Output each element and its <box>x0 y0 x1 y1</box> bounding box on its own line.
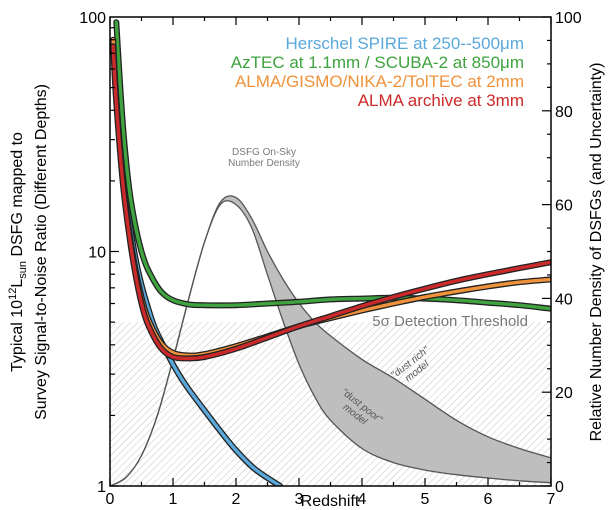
x-tick-label: 0 <box>106 491 115 508</box>
y-right-tick-label: 60 <box>555 198 573 215</box>
density-label-line2: Number Density <box>228 158 300 169</box>
y-left-title-line2: Survey Signal-to-Noise Ratio (Different … <box>33 84 50 420</box>
x-tick-label: 1 <box>169 491 178 508</box>
series-4-line <box>111 44 551 361</box>
legend-series-2: AzTEC at 1.1mm / SCUBA-2 at 850μm <box>231 53 524 72</box>
x-tick-label: 5 <box>421 491 430 508</box>
legend-series-1: Herschel SPIRE at 250--500μm <box>286 34 524 53</box>
y-right-title: Relative Number Density of DSFGs (and Un… <box>588 63 605 442</box>
density-band <box>110 195 551 486</box>
threshold-label: 5σ Detection Threshold <box>372 313 528 330</box>
x-tick-label: 4 <box>358 491 367 508</box>
density-label-line1: DSFG On-Sky <box>232 147 296 158</box>
y-right-tick-label: 20 <box>555 385 573 402</box>
x-tick-label: 7 <box>547 491 556 508</box>
y-right-tick-label: 100 <box>555 10 582 27</box>
y-left-tick-label: 10 <box>88 245 106 262</box>
density-lower-line <box>110 200 551 486</box>
y-left-title-line1: Typical 1012Lsun DSFG mapped to <box>7 132 29 372</box>
y-right-tick-label: 40 <box>555 291 573 308</box>
x-axis-title: Redshift <box>301 493 360 510</box>
y-right-tick-label: 80 <box>555 104 573 121</box>
series-2-line <box>114 20 551 311</box>
legend-series-4: ALMA archive at 3mm <box>358 91 524 110</box>
legend-series-3: ALMA/GISMO/NIKA-2/TolTEC at 2mm <box>235 72 524 91</box>
x-tick-label: 3 <box>295 491 304 508</box>
x-tick-label: 2 <box>232 491 241 508</box>
x-tick-label: 6 <box>484 491 493 508</box>
y-right-tick-label: 0 <box>555 479 564 496</box>
y-left-tick-label: 100 <box>79 10 106 27</box>
y-left-tick-label: 1 <box>97 479 106 496</box>
